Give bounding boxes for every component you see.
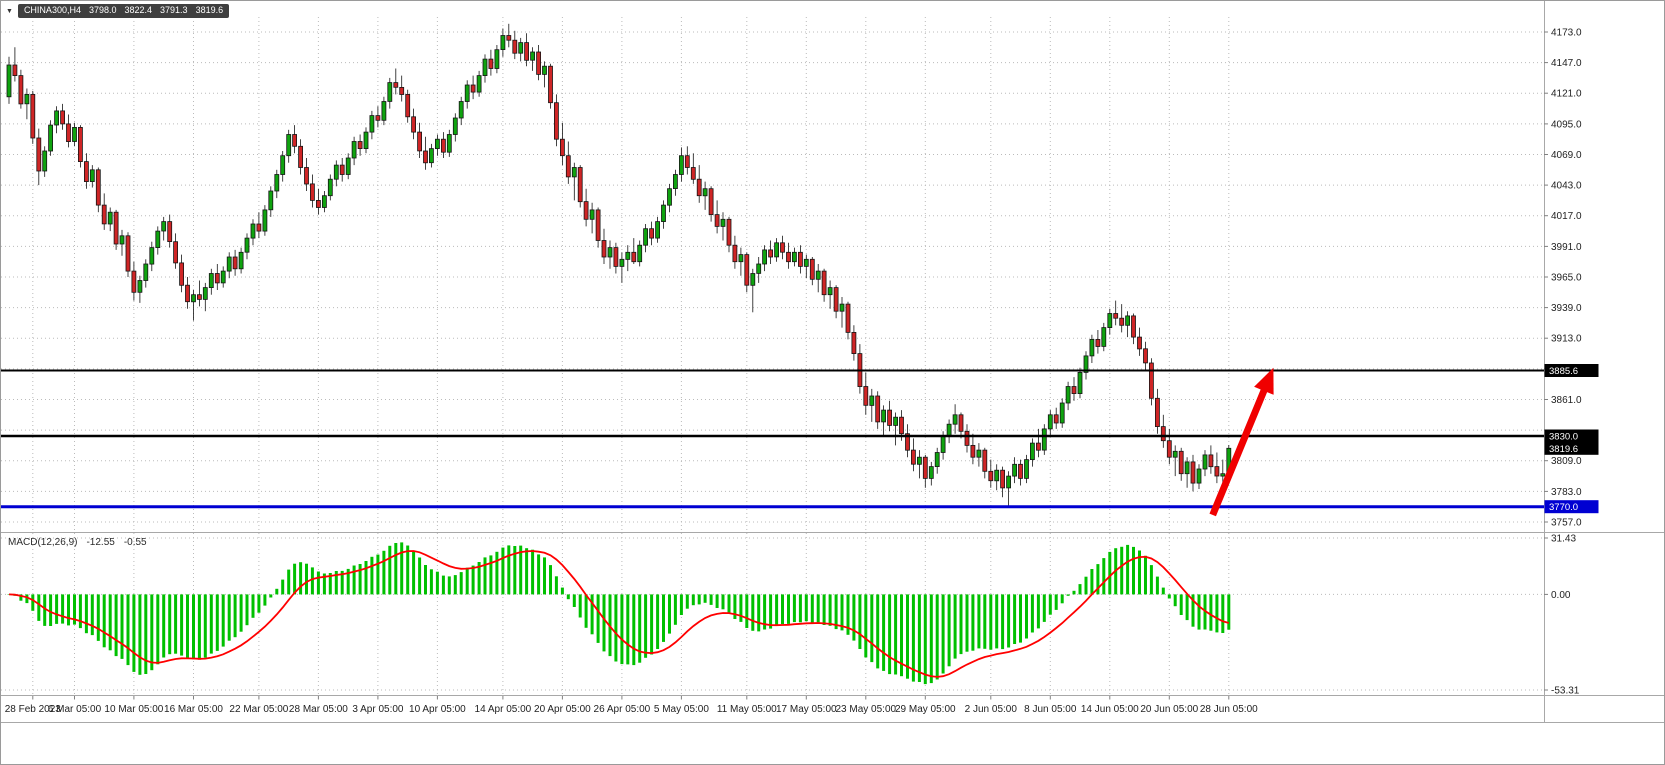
svg-text:3991.0: 3991.0 [1551, 242, 1582, 253]
svg-text:-53.31: -53.31 [1551, 686, 1580, 697]
svg-text:3819.6: 3819.6 [1549, 444, 1578, 455]
svg-text:23 May 05:00: 23 May 05:00 [835, 704, 896, 715]
candles-layer [6, 23, 1232, 507]
indicator-label: MACD(12,26,9) -12.55 -0.55 [8, 537, 147, 548]
svg-text:28 Jun 05:00: 28 Jun 05:00 [1200, 704, 1258, 715]
svg-text:16 Mar 05:00: 16 Mar 05:00 [164, 704, 223, 715]
svg-text:3939.0: 3939.0 [1551, 303, 1582, 314]
svg-text:4121.0: 4121.0 [1551, 89, 1582, 100]
symbol-info-chip: ▼ CHINA300,H4 3798.0 3822.4 3791.3 3819.… [6, 4, 230, 18]
svg-text:10 Apr 05:00: 10 Apr 05:00 [409, 704, 466, 715]
price-axis[interactable]: 4173.0 4147.0 4121.0 4095.0 4069.0 4043.0 4017… [1544, 28, 1582, 697]
symbol-timeframe-label: CHINA300,H4 [23, 5, 81, 15]
macd-signal-line [8, 550, 1230, 678]
svg-text:4043.0: 4043.0 [1551, 181, 1582, 192]
svg-text:8 Jun 05:00: 8 Jun 05:00 [1024, 704, 1077, 715]
svg-text:4147.0: 4147.0 [1551, 58, 1582, 69]
svg-text:28 Feb 2023: 28 Feb 2023 [5, 704, 62, 715]
svg-text:22 Mar 05:00: 22 Mar 05:00 [229, 704, 288, 715]
svg-text:28 Mar 05:00: 28 Mar 05:00 [289, 704, 348, 715]
svg-text:20 Apr 05:00: 20 Apr 05:00 [534, 704, 591, 715]
price-tags: 3885.6 3830.0 3770.0 3819.6 [1544, 364, 1599, 514]
low-value: 3791.3 [160, 5, 188, 15]
svg-text:4017.0: 4017.0 [1551, 211, 1582, 222]
svg-text:3783.0: 3783.0 [1551, 487, 1582, 498]
svg-text:29 May 05:00: 29 May 05:00 [895, 704, 956, 715]
svg-text:3913.0: 3913.0 [1551, 334, 1582, 345]
svg-text:3965.0: 3965.0 [1551, 273, 1582, 284]
close-value: 3819.6 [195, 5, 224, 15]
svg-text:6 Mar 05:00: 6 Mar 05:00 [48, 704, 102, 715]
svg-text:14 Apr 05:00: 14 Apr 05:00 [475, 704, 532, 715]
svg-text:4069.0: 4069.0 [1551, 150, 1582, 161]
svg-text:3861.0: 3861.0 [1551, 395, 1582, 406]
panel-separators [1, 1, 1664, 723]
indicator-main-value: -12.55 [86, 537, 115, 548]
svg-text:3809.0: 3809.0 [1551, 456, 1582, 467]
svg-text:31.43: 31.43 [1551, 534, 1576, 545]
chart-dropdown-icon[interactable]: ▼ [6, 7, 13, 15]
svg-text:10 Mar 05:00: 10 Mar 05:00 [104, 704, 163, 715]
symbol-ohlc-chip: CHINA300,H4 3798.0 3822.4 3791.3 3819.6 [17, 4, 230, 18]
svg-text:3830.0: 3830.0 [1549, 432, 1578, 443]
grid-layer [1, 17, 1544, 695]
svg-text:11 May 05:00: 11 May 05:00 [717, 704, 777, 715]
svg-text:2 Jun 05:00: 2 Jun 05:00 [965, 704, 1018, 715]
trend-arrow-annotation[interactable] [1209, 367, 1274, 517]
svg-text:3885.6: 3885.6 [1549, 366, 1578, 377]
svg-text:14 Jun 05:00: 14 Jun 05:00 [1081, 704, 1139, 715]
svg-text:3770.0: 3770.0 [1549, 502, 1578, 513]
indicator-signal-value: -0.55 [123, 537, 147, 548]
svg-text:4095.0: 4095.0 [1551, 119, 1582, 130]
indicator-name: MACD(12,26,9) [8, 537, 78, 548]
svg-text:4173.0: 4173.0 [1551, 28, 1582, 39]
macd-histogram [7, 542, 1231, 685]
open-value: 3798.0 [88, 5, 117, 15]
svg-text:20 Jun 05:00: 20 Jun 05:00 [1140, 704, 1198, 715]
high-value: 3822.4 [124, 5, 153, 15]
svg-text:0.00: 0.00 [1551, 590, 1571, 601]
svg-text:3757.0: 3757.0 [1551, 518, 1582, 529]
svg-text:5 May 05:00: 5 May 05:00 [654, 704, 709, 715]
svg-text:17 May 05:00: 17 May 05:00 [776, 704, 837, 715]
svg-text:3 Apr 05:00: 3 Apr 05:00 [352, 704, 404, 715]
svg-text:26 Apr 05:00: 26 Apr 05:00 [594, 704, 651, 715]
